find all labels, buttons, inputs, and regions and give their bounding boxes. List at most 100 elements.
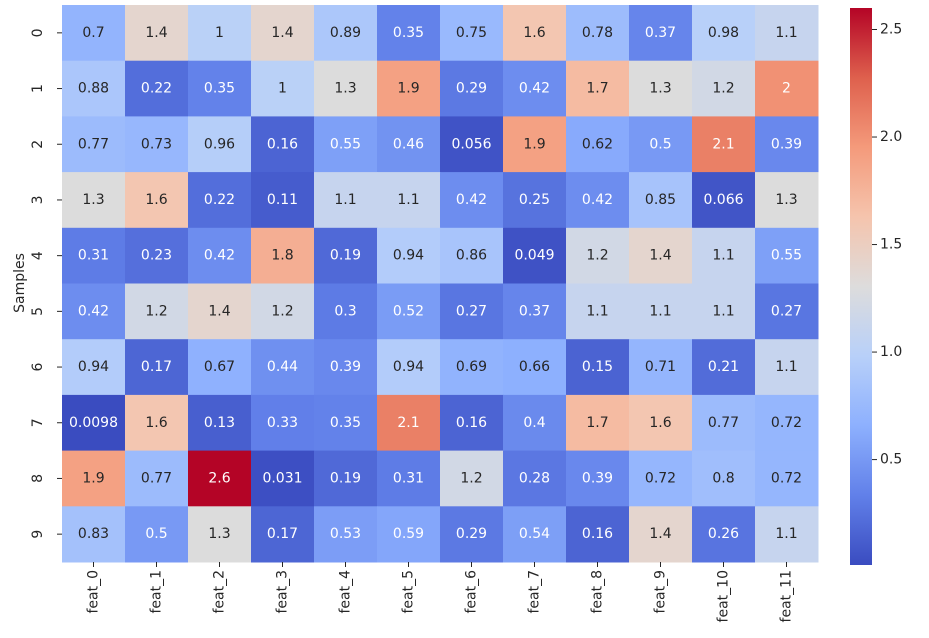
cell-label: 0.39: [330, 359, 361, 375]
cell-label: 0.59: [393, 526, 424, 542]
heatmap-cell: [377, 60, 441, 117]
cell-label: 0.72: [645, 470, 676, 486]
cell-label: 0.19: [330, 470, 361, 486]
cell-label: 0.42: [519, 81, 550, 97]
cell-label: 0.7: [82, 25, 104, 41]
cell-label: 1.2: [271, 303, 293, 319]
x-tick-label: feat_9: [653, 570, 669, 614]
heatmap-cell: [566, 60, 630, 117]
cell-label: 0.42: [78, 303, 109, 319]
cell-label: 1.9: [397, 81, 419, 97]
heatmap-cell: [125, 227, 189, 284]
heatmap-cell: [377, 506, 441, 563]
cell-label: 0.55: [330, 136, 361, 152]
heatmap-cell: [692, 116, 756, 173]
heatmap-cell: [755, 506, 819, 563]
y-tick-label: 6: [30, 363, 46, 372]
cell-label: 1.4: [649, 248, 671, 264]
heatmap-cell: [440, 339, 504, 396]
y-tick-label: 5: [30, 307, 46, 316]
x-tick-label: feat_10: [716, 570, 732, 622]
x-tick-label: feat_3: [275, 570, 291, 614]
cell-label: 1.7: [586, 415, 608, 431]
cell-label: 0.55: [771, 248, 802, 264]
heatmap-cell: [377, 116, 441, 173]
heatmap-cell: [503, 172, 567, 229]
heatmap-cell: [62, 5, 126, 62]
heatmap-cell: [503, 5, 567, 62]
heatmap-cell: [188, 339, 252, 396]
cell-label: 0.39: [582, 470, 613, 486]
heatmap-cell: [314, 283, 378, 340]
cell-label: 0.22: [141, 81, 172, 97]
cell-label: 0.42: [204, 248, 235, 264]
heatmap-cell: [62, 450, 126, 507]
cell-label: 2: [782, 81, 791, 97]
heatmap-cell: [377, 283, 441, 340]
cell-label: 2.1: [397, 415, 419, 431]
heatmap-cell: [188, 283, 252, 340]
cell-label: 1.3: [775, 192, 797, 208]
cell-label: 1.2: [712, 81, 734, 97]
cell-label: 0.16: [456, 415, 487, 431]
heatmap-cell: [566, 172, 630, 229]
cell-label: 0.62: [582, 136, 613, 152]
heatmap-cell: [251, 283, 315, 340]
cell-label: 1.3: [208, 526, 230, 542]
colorbar-tick-label: 2.0: [880, 129, 902, 145]
cell-label: 0.67: [204, 359, 235, 375]
cell-label: 0.17: [267, 526, 298, 542]
cell-label: 0.77: [78, 136, 109, 152]
colorbar-tick-label: 2.5: [880, 22, 902, 38]
heatmap-cell: [629, 172, 693, 229]
heatmap-cell: [377, 339, 441, 396]
cell-label: 0.72: [771, 415, 802, 431]
colorbar-tick-label: 1.5: [880, 237, 902, 253]
heatmap-cell: [755, 450, 819, 507]
heatmap-cell: [125, 116, 189, 173]
cell-label: 1.3: [649, 81, 671, 97]
cell-label: 1.2: [460, 470, 482, 486]
heatmap-cell: [440, 227, 504, 284]
heatmap-cell: [440, 283, 504, 340]
cell-label: 0.26: [708, 526, 739, 542]
heatmap-cell: [62, 227, 126, 284]
heatmap-cell: [440, 394, 504, 452]
heatmap-cell: [440, 60, 504, 117]
cell-label: 1.1: [775, 25, 797, 41]
cell-label: 0.94: [78, 359, 109, 375]
cell-label: 0.75: [456, 25, 487, 41]
cell-label: 0.31: [393, 470, 424, 486]
y-tick-label: 7: [30, 418, 46, 427]
heatmap-cell: [566, 5, 630, 62]
heatmap-cell: [314, 5, 378, 62]
cell-label: 0.35: [204, 81, 235, 97]
y-tick-label: 9: [30, 530, 46, 539]
cell-label: 0.25: [519, 192, 550, 208]
cell-label: 1.3: [82, 192, 104, 208]
cell-label: 1.7: [586, 81, 608, 97]
cell-label: 0.13: [204, 415, 235, 431]
cell-label: 0.83: [78, 526, 109, 542]
cell-label: 1.1: [334, 192, 356, 208]
heatmap-cell: [314, 116, 378, 173]
cell-label: 1.6: [649, 415, 671, 431]
cell-label: 1.9: [523, 136, 545, 152]
heatmap-cell: [629, 283, 693, 340]
heatmap-cell: [125, 283, 189, 340]
cell-label: 0.44: [267, 359, 298, 375]
cell-label: 0.86: [456, 248, 487, 264]
y-tick-label: 0: [30, 28, 46, 37]
cell-label: 1.4: [208, 303, 230, 319]
cell-label: 0.37: [645, 25, 676, 41]
heatmap-cell: [692, 172, 756, 229]
heatmap-cell: [440, 506, 504, 563]
cell-label: 0.52: [393, 303, 424, 319]
cell-label: 0.35: [330, 415, 361, 431]
cell-label: 0.16: [267, 136, 298, 152]
x-tick-label: feat_5: [401, 570, 417, 614]
cell-label: 0.78: [582, 25, 613, 41]
x-tick-label: feat_2: [212, 570, 228, 614]
heatmap-cell: [125, 506, 189, 563]
cell-label: 0.72: [771, 470, 802, 486]
